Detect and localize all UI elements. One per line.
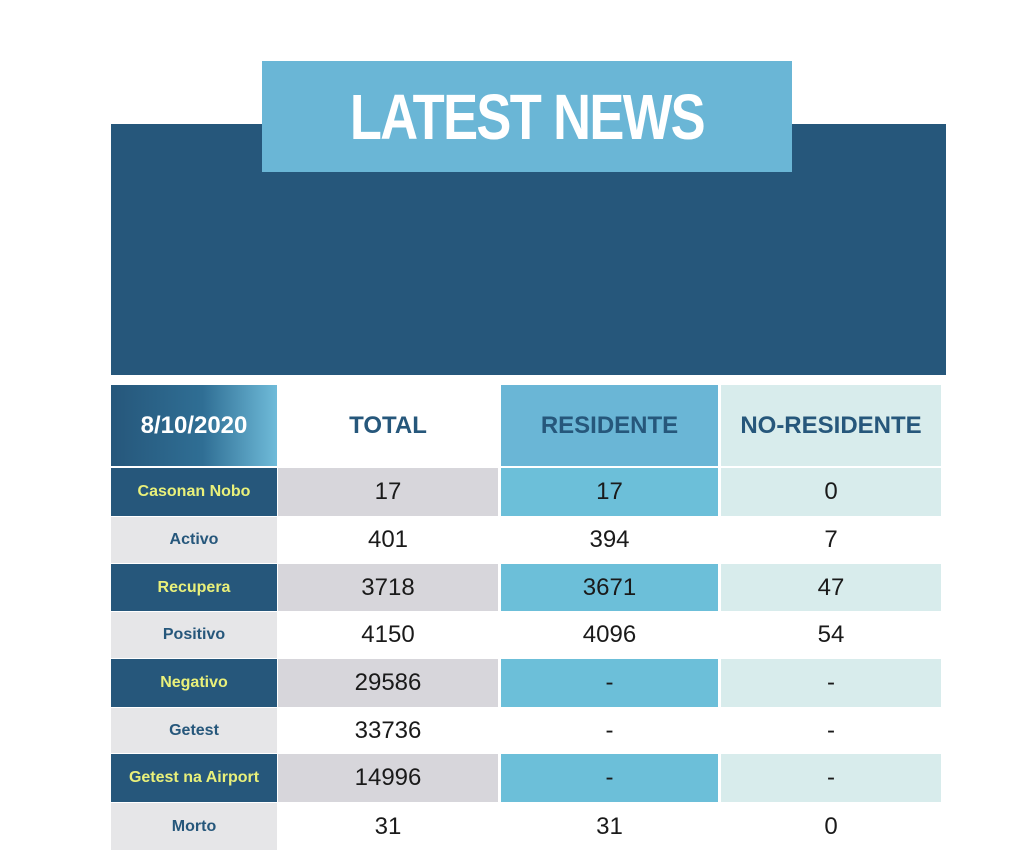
row-label: Casonan Nobo	[111, 468, 277, 516]
residente-cell: 17	[501, 468, 718, 516]
no-residente-cell: 47	[721, 564, 941, 611]
row-label: Getest	[111, 708, 277, 753]
row-label: Morto	[111, 803, 277, 850]
residente-cell: 4096	[501, 612, 718, 658]
column-header-residente: RESIDENTE	[501, 385, 718, 466]
row-label: Activo	[111, 517, 277, 563]
no-residente-cell: -	[721, 754, 941, 802]
residente-cell: 31	[501, 803, 718, 850]
row-label: Getest na Airport	[111, 754, 277, 802]
column-header-no-residente: NO-RESIDENTE	[721, 385, 941, 466]
column-header-total: TOTAL	[278, 385, 498, 466]
banner-title: LATEST NEWS	[349, 80, 706, 153]
total-cell: 4150	[278, 612, 498, 658]
no-residente-cell: 7	[721, 517, 941, 563]
latest-news-banner: LATEST NEWS	[262, 61, 792, 172]
row-label: Positivo	[111, 612, 277, 658]
residente-cell: 3671	[501, 564, 718, 611]
total-cell: 3718	[278, 564, 498, 611]
table-date-header: 8/10/2020	[111, 385, 277, 466]
no-residente-cell: -	[721, 659, 941, 707]
total-cell: 14996	[278, 754, 498, 802]
no-residente-cell: -	[721, 708, 941, 753]
residente-cell: -	[501, 659, 718, 707]
no-residente-cell: 0	[721, 468, 941, 516]
no-residente-cell: 54	[721, 612, 941, 658]
residente-cell: 394	[501, 517, 718, 563]
row-label: Negativo	[111, 659, 277, 707]
residente-cell: -	[501, 708, 718, 753]
total-cell: 401	[278, 517, 498, 563]
total-cell: 17	[278, 468, 498, 516]
residente-cell: -	[501, 754, 718, 802]
row-label: Recupera	[111, 564, 277, 611]
no-residente-cell: 0	[721, 803, 941, 850]
total-cell: 31	[278, 803, 498, 850]
total-cell: 29586	[278, 659, 498, 707]
total-cell: 33736	[278, 708, 498, 753]
